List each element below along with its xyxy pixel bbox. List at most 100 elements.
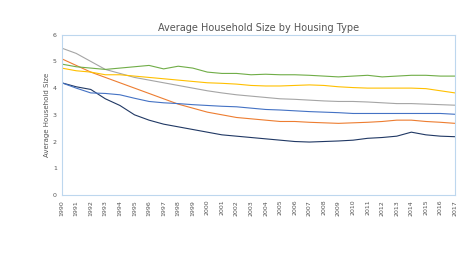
HDB 5-Room And Executive Flats xyxy=(438,89,443,92)
Line: HDB 1- And 2-Room Flats: HDB 1- And 2-Room Flats xyxy=(62,83,455,142)
HDB 4-Room Flats xyxy=(146,78,152,82)
Landed Properties xyxy=(248,73,254,76)
HDB 1- And 2-Room Flats xyxy=(263,137,268,140)
HDB 3-Room Flats xyxy=(394,119,400,122)
Condominiums And Other Apartments xyxy=(379,112,385,115)
HDB 1- And 2-Room Flats xyxy=(292,140,298,143)
HDB 4-Room Flats xyxy=(307,99,312,102)
Condominiums And Other Apartments xyxy=(175,102,181,105)
HDB 5-Room And Executive Flats xyxy=(102,73,108,76)
Condominiums And Other Apartments xyxy=(190,103,196,106)
Landed Properties xyxy=(102,68,108,71)
HDB 1- And 2-Room Flats xyxy=(59,81,64,84)
HDB 4-Room Flats xyxy=(175,84,181,87)
Condominiums And Other Apartments xyxy=(452,113,458,116)
Landed Properties xyxy=(204,70,210,74)
HDB 1- And 2-Room Flats xyxy=(73,85,79,88)
HDB 5-Room And Executive Flats xyxy=(175,78,181,82)
HDB 1- And 2-Room Flats xyxy=(452,135,458,138)
HDB 1- And 2-Room Flats xyxy=(350,139,356,142)
HDB 3-Room Flats xyxy=(379,120,385,123)
HDB 3-Room Flats xyxy=(248,117,254,120)
Landed Properties xyxy=(292,73,298,76)
Condominiums And Other Apartments xyxy=(234,105,239,108)
Condominiums And Other Apartments xyxy=(438,112,443,115)
HDB 3-Room Flats xyxy=(321,121,327,124)
HDB 4-Room Flats xyxy=(88,60,93,63)
Landed Properties xyxy=(452,74,458,78)
HDB 4-Room Flats xyxy=(321,99,327,103)
HDB 4-Room Flats xyxy=(117,72,123,75)
Landed Properties xyxy=(423,74,429,77)
Condominiums And Other Apartments xyxy=(336,111,341,114)
Landed Properties xyxy=(190,66,196,70)
Landed Properties xyxy=(146,64,152,67)
HDB 5-Room And Executive Flats xyxy=(277,84,283,88)
HDB 1- And 2-Room Flats xyxy=(321,140,327,143)
HDB 3-Room Flats xyxy=(132,87,137,90)
HDB 5-Room And Executive Flats xyxy=(132,74,137,78)
HDB 1- And 2-Room Flats xyxy=(117,104,123,107)
HDB 5-Room And Executive Flats xyxy=(336,85,341,88)
Landed Properties xyxy=(234,72,239,75)
Condominiums And Other Apartments xyxy=(277,108,283,112)
Condominiums And Other Apartments xyxy=(321,111,327,114)
HDB 4-Room Flats xyxy=(190,87,196,90)
HDB 5-Room And Executive Flats xyxy=(379,87,385,90)
Landed Properties xyxy=(321,74,327,78)
HDB 4-Room Flats xyxy=(423,103,429,106)
Landed Properties xyxy=(263,73,268,76)
HDB 4-Room Flats xyxy=(248,95,254,98)
HDB 1- And 2-Room Flats xyxy=(307,140,312,144)
HDB 4-Room Flats xyxy=(379,101,385,104)
Line: Landed Properties: Landed Properties xyxy=(62,64,455,77)
HDB 4-Room Flats xyxy=(73,52,79,55)
HDB 1- And 2-Room Flats xyxy=(248,136,254,139)
Landed Properties xyxy=(409,74,414,77)
HDB 5-Room And Executive Flats xyxy=(146,76,152,79)
HDB 4-Room Flats xyxy=(350,100,356,103)
HDB 3-Room Flats xyxy=(292,120,298,123)
HDB 1- And 2-Room Flats xyxy=(146,119,152,122)
HDB 1- And 2-Room Flats xyxy=(234,135,239,138)
Landed Properties xyxy=(175,65,181,68)
HDB 1- And 2-Room Flats xyxy=(379,136,385,139)
Condominiums And Other Apartments xyxy=(73,87,79,90)
Y-axis label: Average Household Size: Average Household Size xyxy=(44,73,50,157)
HDB 3-Room Flats xyxy=(336,122,341,125)
HDB 5-Room And Executive Flats xyxy=(248,84,254,87)
Condominiums And Other Apartments xyxy=(365,112,371,115)
HDB 3-Room Flats xyxy=(59,57,64,60)
HDB 3-Room Flats xyxy=(409,119,414,122)
HDB 3-Room Flats xyxy=(350,121,356,124)
Condominiums And Other Apartments xyxy=(307,110,312,113)
Condominiums And Other Apartments xyxy=(59,81,64,84)
HDB 3-Room Flats xyxy=(161,97,166,100)
Landed Properties xyxy=(132,65,137,68)
HDB 1- And 2-Room Flats xyxy=(409,131,414,134)
HDB 5-Room And Executive Flats xyxy=(190,80,196,83)
HDB 1- And 2-Room Flats xyxy=(365,137,371,140)
HDB 3-Room Flats xyxy=(102,76,108,79)
Landed Properties xyxy=(117,66,123,70)
Landed Properties xyxy=(161,67,166,70)
Landed Properties xyxy=(88,66,93,70)
HDB 3-Room Flats xyxy=(423,120,429,123)
HDB 3-Room Flats xyxy=(219,113,225,116)
Condominiums And Other Apartments xyxy=(292,109,298,112)
HDB 5-Room And Executive Flats xyxy=(307,83,312,87)
Condominiums And Other Apartments xyxy=(117,93,123,96)
HDB 5-Room And Executive Flats xyxy=(321,84,327,87)
HDB 5-Room And Executive Flats xyxy=(204,81,210,84)
Landed Properties xyxy=(336,75,341,78)
HDB 1- And 2-Room Flats xyxy=(161,123,166,126)
HDB 5-Room And Executive Flats xyxy=(117,73,123,76)
HDB 4-Room Flats xyxy=(292,98,298,101)
HDB 5-Room And Executive Flats xyxy=(219,82,225,85)
HDB 1- And 2-Room Flats xyxy=(190,128,196,131)
HDB 4-Room Flats xyxy=(409,102,414,105)
HDB 3-Room Flats xyxy=(438,121,443,124)
Landed Properties xyxy=(277,73,283,76)
Condominiums And Other Apartments xyxy=(88,91,93,95)
HDB 5-Room And Executive Flats xyxy=(73,69,79,72)
